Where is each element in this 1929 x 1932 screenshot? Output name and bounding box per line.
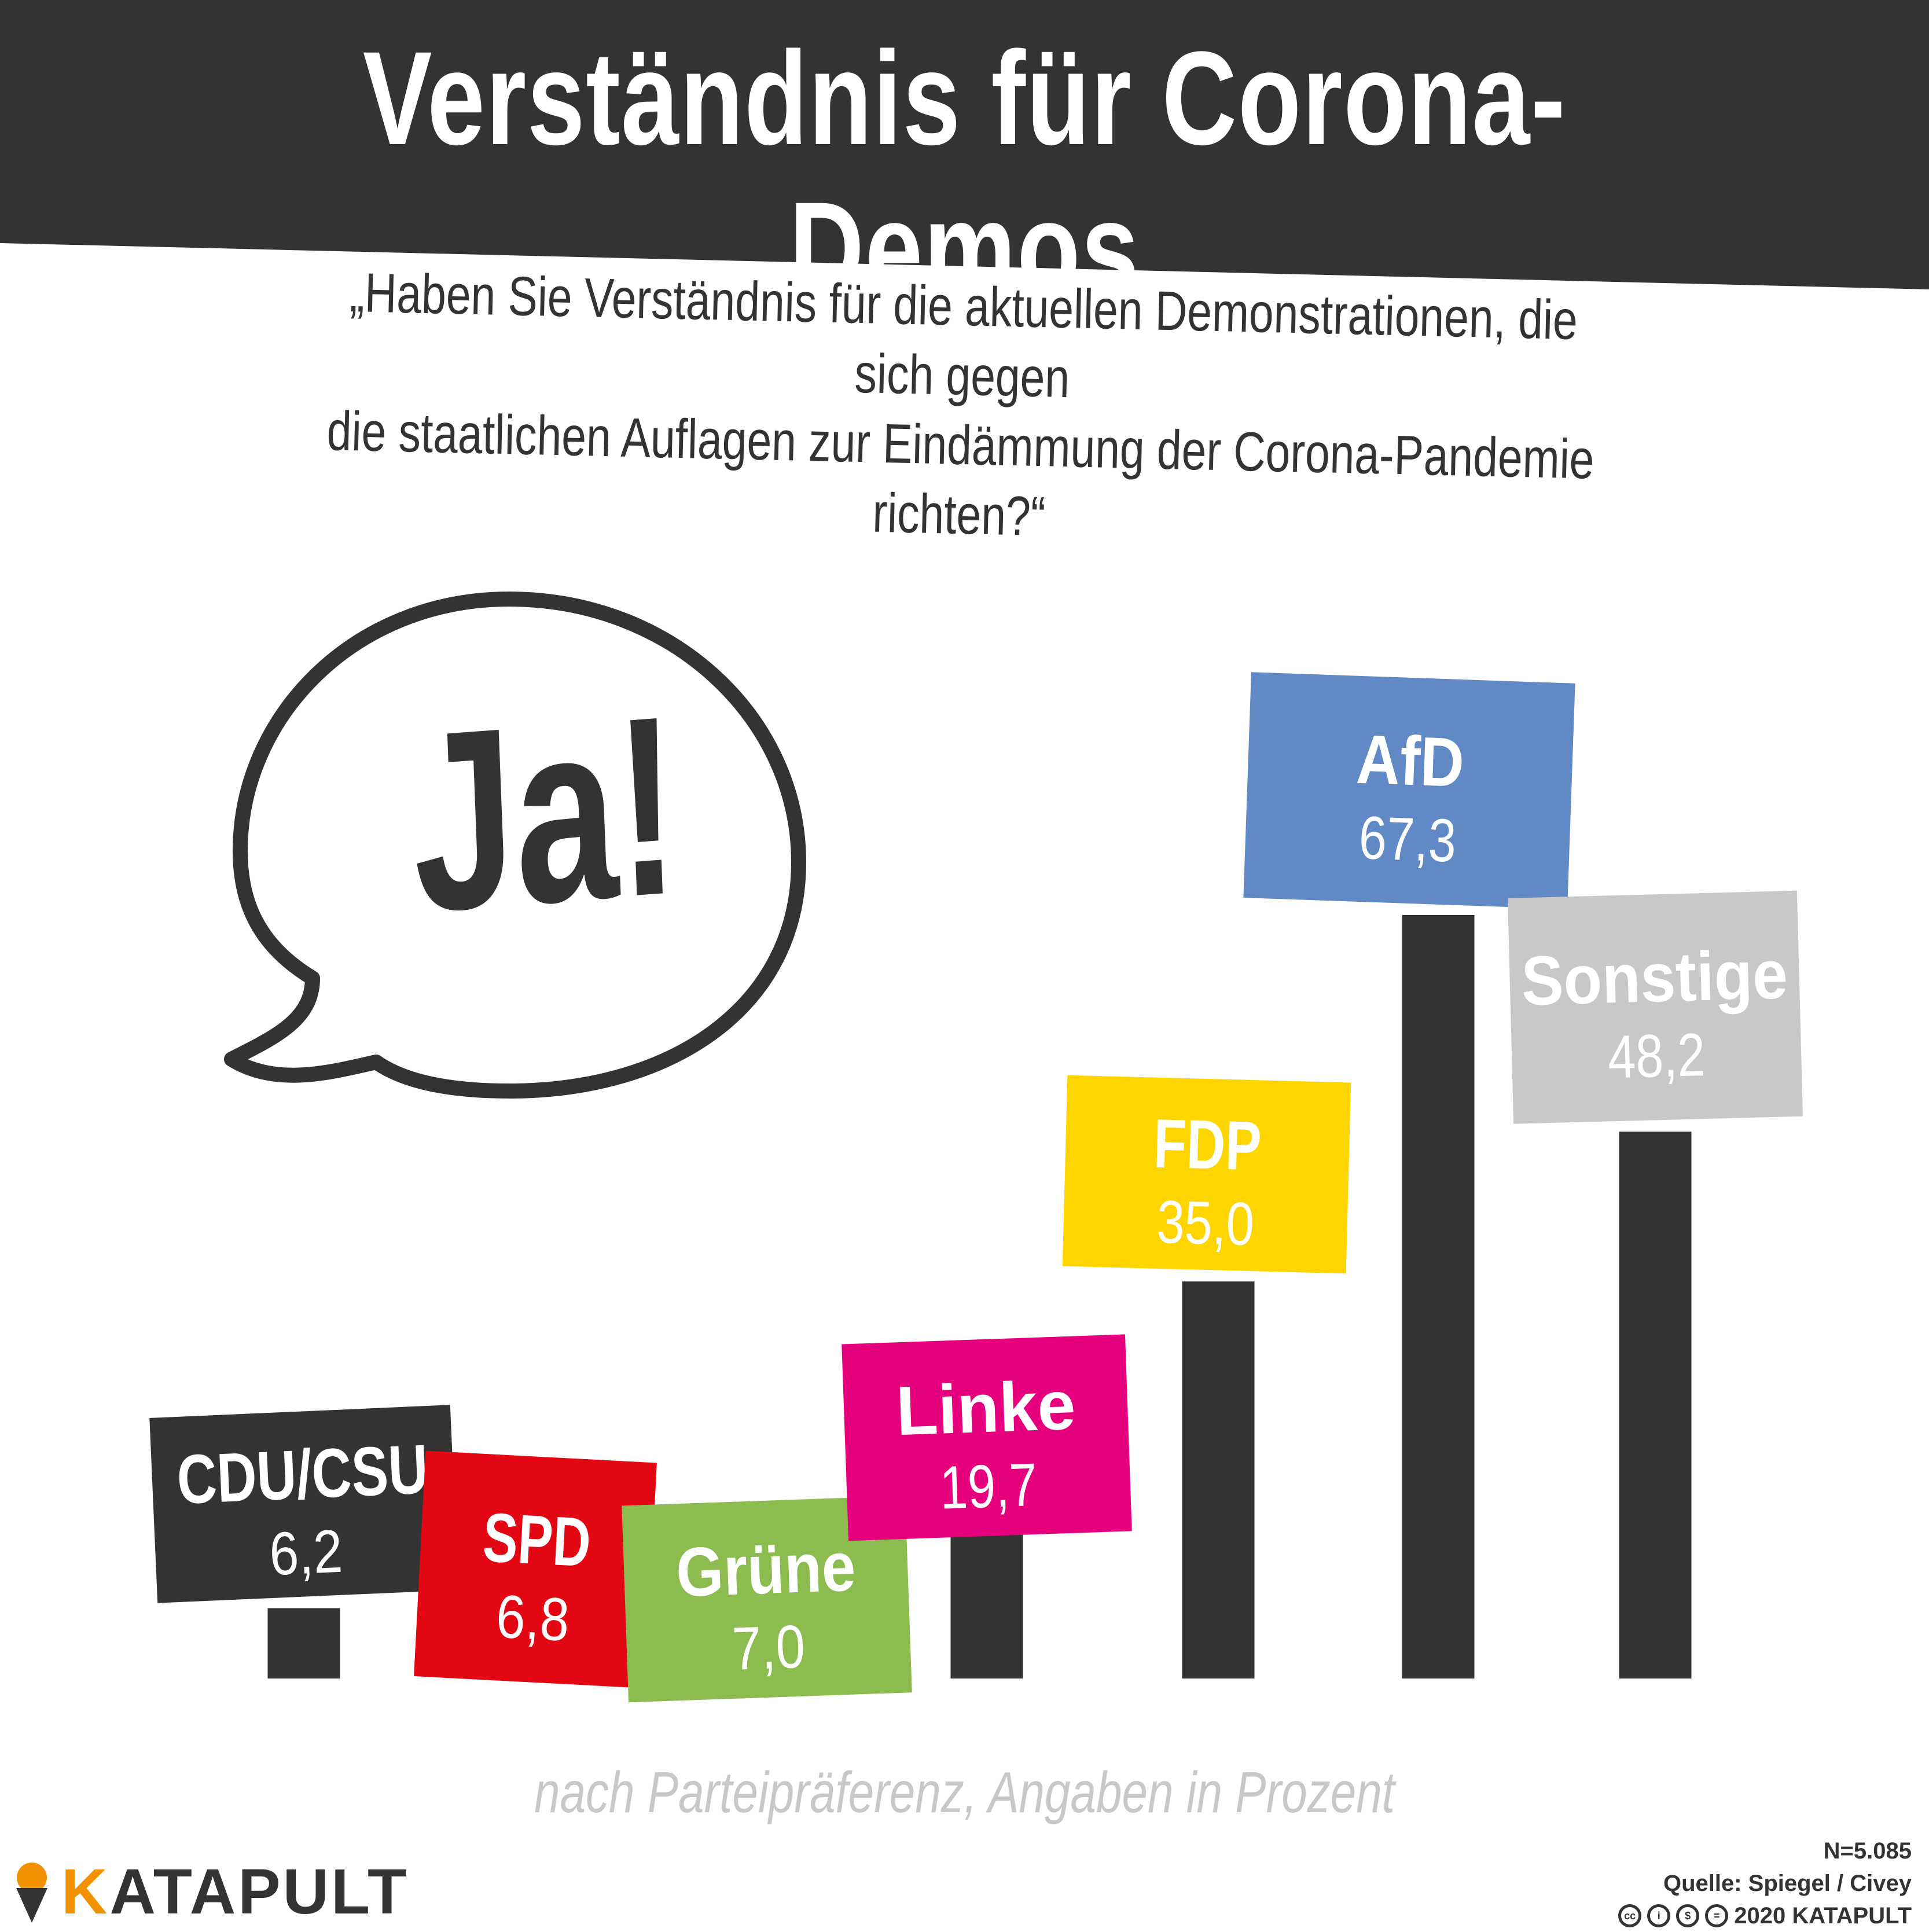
nd-icon: =	[1705, 1904, 1729, 1927]
sign-box-afd	[1243, 672, 1575, 909]
category-label-gr-ne: Grüne	[675, 1527, 857, 1611]
chart-subtitle: nach Parteipräferenz, Angaben in Prozent	[534, 1760, 1395, 1825]
value-label-gr-ne: 7,0	[731, 1613, 806, 1683]
value-label-linke: 19,7	[939, 1451, 1038, 1522]
by-icon: i	[1647, 1904, 1671, 1927]
value-label-fdp: 35,0	[1156, 1188, 1255, 1258]
bar-afd	[1402, 914, 1475, 1678]
category-label-cdu-csu: CDU/CSU	[175, 1430, 429, 1519]
bubble-text: Ja!	[407, 662, 683, 966]
katapult-logo: KATAPULT	[12, 1855, 409, 1929]
value-label-cdu-csu: 6,2	[268, 1518, 344, 1588]
value-label-spd: 6,8	[495, 1582, 571, 1654]
sign-box-linke	[842, 1334, 1132, 1541]
license: cc i $ = 2020 KATAPULT	[1618, 1900, 1912, 1932]
sign-box-cdu-csu	[149, 1405, 458, 1603]
bar-fdp	[1182, 1281, 1255, 1678]
sign-box-spd	[414, 1450, 657, 1688]
category-label-linke: Linke	[895, 1367, 1076, 1450]
category-label-afd: AfD	[1355, 721, 1465, 802]
ice-cream-cone-icon	[16, 1862, 47, 1923]
category-label-spd: SPD	[481, 1498, 593, 1582]
nc-icon: $	[1676, 1904, 1700, 1927]
license-text: 2020 KATAPULT	[1734, 1903, 1912, 1929]
value-label-sonstige: 48,2	[1607, 1021, 1706, 1091]
category-label-sonstige: Sonstige	[1520, 935, 1788, 1020]
cc-icon: cc	[1618, 1904, 1642, 1927]
value-label-afd: 67,3	[1358, 804, 1457, 875]
page-title: Verständnis für Corona-Demos	[362, 24, 1567, 323]
title-banner	[0, 0, 1929, 289]
bar-cdu-csu	[267, 1608, 340, 1678]
sign-box-fdp	[1062, 1075, 1351, 1274]
sign-box-gr-ne	[622, 1496, 912, 1703]
category-label-fdp: FDP	[1153, 1105, 1262, 1185]
bar-sonstige	[1619, 1132, 1692, 1678]
footer-credits: N=5.085 Quelle: Spiegel / Civey cc i $ =…	[1618, 1835, 1912, 1932]
speech-bubble-icon	[224, 592, 806, 1099]
source: Quelle: Spiegel / Civey	[1663, 1871, 1912, 1896]
survey-question: „Haben Sie Verständnis für die aktuellen…	[326, 261, 1595, 548]
sample-size: N=5.085	[1823, 1838, 1912, 1864]
sign-box-sonstige	[1507, 890, 1803, 1124]
logo-wordmark: KATAPULT	[61, 1856, 409, 1927]
